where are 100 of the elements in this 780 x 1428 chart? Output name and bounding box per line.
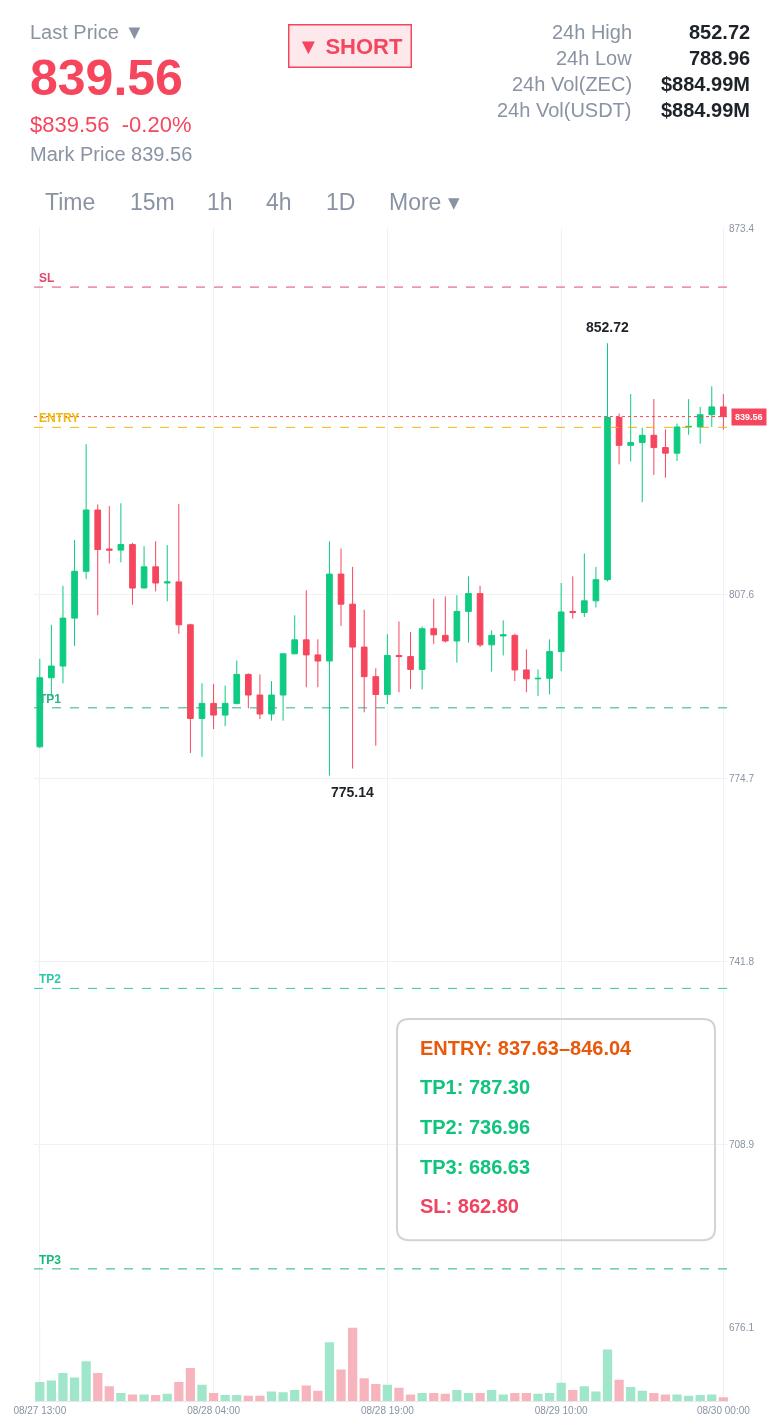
bar bbox=[626, 1387, 636, 1401]
text: 788.96 bbox=[689, 47, 751, 69]
text: $884.99M bbox=[661, 73, 750, 95]
candlestick bbox=[175, 503, 183, 635]
bar bbox=[278, 1392, 288, 1401]
ref-line-label: ENTRY bbox=[39, 411, 80, 425]
candlestick bbox=[256, 673, 264, 720]
y-tick-label: 807.6 bbox=[729, 589, 755, 601]
candlestick bbox=[488, 629, 495, 673]
bar bbox=[116, 1392, 126, 1401]
candlestick bbox=[337, 547, 345, 627]
bar bbox=[324, 1342, 335, 1401]
bar bbox=[718, 1397, 728, 1401]
x-tick-label: 08/29 10:00 bbox=[534, 1405, 589, 1416]
bar bbox=[336, 1369, 346, 1401]
bar bbox=[579, 1386, 589, 1401]
candlestick bbox=[268, 680, 275, 722]
candlestick bbox=[511, 633, 519, 682]
candlestick bbox=[696, 406, 704, 445]
candlestick bbox=[94, 503, 102, 616]
candlestick bbox=[430, 598, 438, 645]
bar bbox=[544, 1392, 555, 1401]
bar bbox=[69, 1377, 80, 1401]
x-tick-label: 08/28 19:00 bbox=[360, 1405, 415, 1416]
bar bbox=[46, 1380, 57, 1401]
bar bbox=[151, 1395, 161, 1401]
bar bbox=[556, 1382, 566, 1401]
bar bbox=[266, 1391, 277, 1401]
bar bbox=[255, 1395, 265, 1401]
annotation: TP1: 787.30 bbox=[420, 1076, 531, 1098]
candlestick bbox=[198, 682, 206, 758]
candlestick bbox=[708, 385, 716, 428]
x-tick-label: 08/30 00:00 bbox=[696, 1405, 751, 1416]
annotation: ENTRY: 837.63–846.04 bbox=[420, 1037, 633, 1059]
text: $884.99M bbox=[661, 99, 750, 121]
bar bbox=[394, 1387, 404, 1401]
bar bbox=[591, 1391, 601, 1401]
bar bbox=[220, 1395, 230, 1401]
annotation: TP3: 686.63 bbox=[420, 1156, 531, 1178]
bar bbox=[405, 1394, 416, 1401]
candlestick bbox=[129, 542, 136, 606]
text: 24h Vol(ZEC) bbox=[512, 73, 633, 95]
candlestick bbox=[187, 623, 194, 754]
y-tick-label: 873.4 bbox=[729, 222, 755, 234]
candlestick bbox=[314, 638, 322, 688]
bar bbox=[568, 1389, 578, 1401]
bar bbox=[440, 1393, 450, 1401]
ref-line-label: TP2 bbox=[39, 972, 62, 986]
candlestick bbox=[499, 619, 507, 656]
bar bbox=[243, 1395, 253, 1401]
bar bbox=[232, 1395, 242, 1401]
bar bbox=[417, 1392, 427, 1401]
candlestick bbox=[59, 585, 67, 684]
candlestick bbox=[384, 633, 391, 705]
candlestick bbox=[407, 631, 414, 690]
candlestick bbox=[395, 620, 403, 693]
annotation: SL: 862.80 bbox=[420, 1195, 519, 1217]
candlestick bbox=[604, 342, 611, 582]
text: 24h Vol(USDT) bbox=[497, 99, 632, 121]
candlestick bbox=[581, 552, 588, 618]
ref-line-label: 839.56 bbox=[735, 412, 763, 422]
candlestick bbox=[291, 614, 299, 655]
candlestick bbox=[221, 685, 229, 727]
candlestick bbox=[233, 659, 241, 705]
text: More ▾ bbox=[389, 189, 460, 215]
bar bbox=[463, 1392, 474, 1401]
ref-line-label: TP3 bbox=[39, 1253, 62, 1267]
x-tick-label: 08/28 04:00 bbox=[187, 1405, 241, 1416]
candlestick bbox=[349, 566, 356, 770]
candlestick bbox=[465, 575, 472, 644]
y-tick-label: 676.1 bbox=[729, 1322, 755, 1334]
bar bbox=[614, 1379, 624, 1401]
text: Time bbox=[45, 189, 96, 215]
bar bbox=[487, 1389, 497, 1401]
candlestick bbox=[627, 393, 635, 463]
bar bbox=[452, 1389, 462, 1401]
bar bbox=[498, 1394, 508, 1401]
candlestick bbox=[557, 582, 565, 672]
bar bbox=[660, 1394, 671, 1401]
bar bbox=[139, 1394, 149, 1401]
bar bbox=[649, 1392, 659, 1401]
candlestick bbox=[326, 540, 333, 777]
x-tick-label: 08/27 13:00 bbox=[13, 1405, 67, 1416]
y-tick-label: 708.9 bbox=[729, 1139, 755, 1151]
annotation: 852.72 bbox=[586, 319, 630, 335]
bar bbox=[185, 1367, 196, 1401]
text: ▼ SHORT bbox=[297, 33, 403, 59]
bar bbox=[683, 1395, 694, 1401]
bar bbox=[602, 1349, 613, 1401]
bar bbox=[301, 1385, 311, 1401]
candlestick bbox=[152, 540, 159, 592]
bar bbox=[208, 1392, 219, 1401]
annotation: TP2: 736.96 bbox=[420, 1116, 531, 1138]
bar bbox=[533, 1393, 543, 1401]
candlestick bbox=[105, 505, 113, 564]
bar bbox=[707, 1394, 717, 1401]
bar bbox=[162, 1393, 172, 1401]
candlestick bbox=[302, 589, 310, 688]
bar bbox=[521, 1392, 532, 1401]
text: Mark Price 839.56 bbox=[30, 143, 193, 165]
